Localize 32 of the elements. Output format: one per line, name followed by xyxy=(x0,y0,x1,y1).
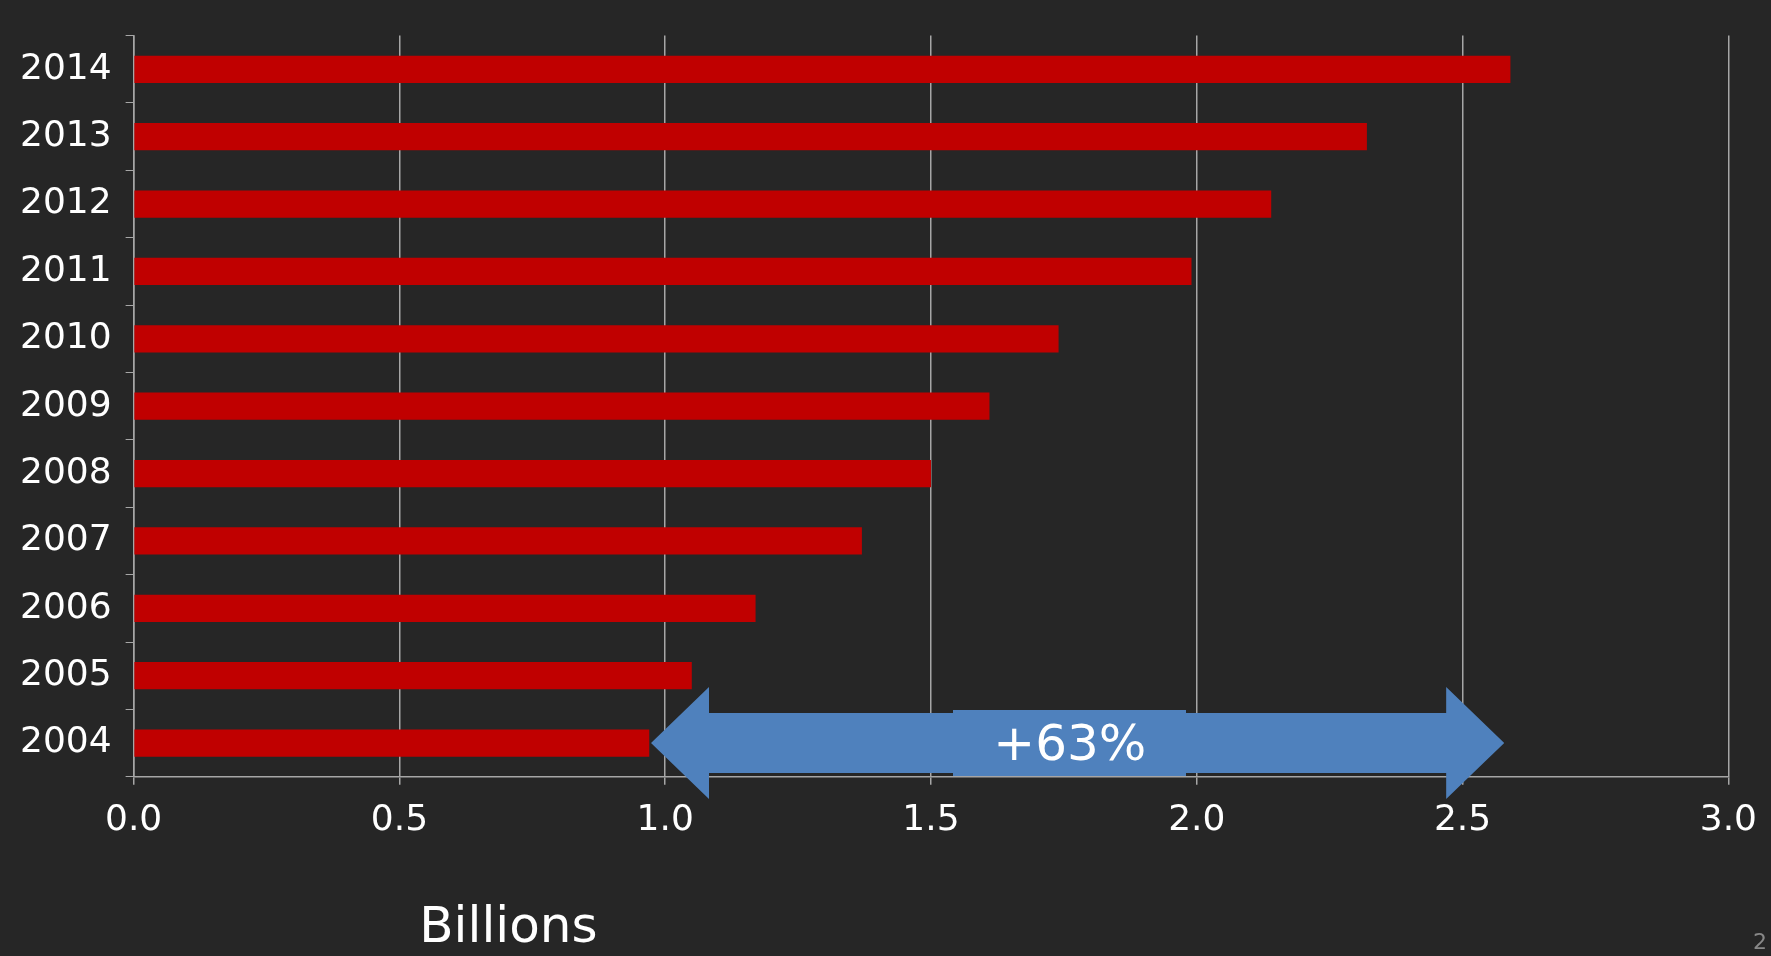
x-tick-label: 2.0 xyxy=(1168,796,1226,838)
bar xyxy=(134,190,1272,218)
bar xyxy=(134,325,1059,353)
bar xyxy=(134,594,756,622)
bar xyxy=(134,662,692,690)
x-tick-label: 2.5 xyxy=(1433,796,1492,838)
annotation: +63% xyxy=(953,710,1187,777)
text: 2 xyxy=(1753,929,1767,954)
y-tick-label: 2010 xyxy=(19,315,112,357)
bar xyxy=(134,123,1367,151)
x-tick-label: 0.5 xyxy=(370,796,429,838)
y-tick-label: 2008 xyxy=(19,449,112,491)
y-tick-label: 2013 xyxy=(19,113,112,155)
y-tick-label: 2009 xyxy=(19,382,112,424)
y-tick-label: 2006 xyxy=(19,584,112,626)
bar xyxy=(134,392,990,420)
x-tick-label: 1.0 xyxy=(636,796,694,838)
x-tick-label: 1.5 xyxy=(902,796,960,838)
y-tick-label: 2012 xyxy=(19,180,112,222)
y-tick-label: 2005 xyxy=(19,652,112,694)
x-axis-title: Billions xyxy=(419,895,598,954)
bar xyxy=(134,459,931,488)
y-tick-label: 2004 xyxy=(19,719,112,761)
y-tick-label: 2011 xyxy=(19,247,112,289)
x-tick-label: 0.0 xyxy=(104,796,163,838)
bar xyxy=(134,527,862,555)
x-tick-label: 3.0 xyxy=(1699,796,1758,838)
y-tick-label: 2007 xyxy=(19,517,112,559)
y-tick-label: 2014 xyxy=(19,45,112,87)
bar xyxy=(134,729,650,757)
bar xyxy=(134,257,1192,286)
bar xyxy=(134,55,1511,83)
